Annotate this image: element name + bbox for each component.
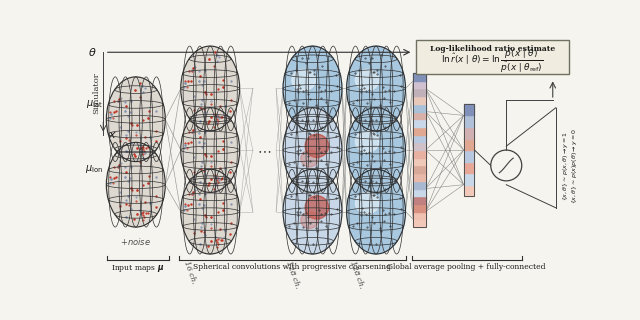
FancyBboxPatch shape (417, 40, 569, 74)
Text: $\cdots$: $\cdots$ (257, 143, 271, 157)
Bar (463, 185, 474, 196)
Bar (463, 173, 474, 185)
Text: $\mu_{\mathrm{lon}}$: $\mu_{\mathrm{lon}}$ (85, 163, 103, 175)
Ellipse shape (301, 212, 318, 228)
Ellipse shape (180, 169, 239, 254)
Ellipse shape (106, 142, 165, 227)
Bar (413, 188, 426, 196)
Text: Input maps $\boldsymbol{\mu}$: Input maps $\boldsymbol{\mu}$ (111, 263, 164, 274)
Text: $\theta$: $\theta$ (88, 46, 97, 58)
Text: 128 ch.: 128 ch. (285, 260, 302, 290)
Text: $\{x, \theta\} \sim p(x, \theta) \rightarrow y = 1$: $\{x, \theta\} \sim p(x, \theta) \righta… (561, 130, 570, 201)
Text: $\mathcal{L}_{\mathrm{BCE}}(\hat{s}, y)$: $\mathcal{L}_{\mathrm{BCE}}(\hat{s}, y)$ (524, 49, 570, 65)
Text: $\ln \hat{r}(x \mid \theta) = \ln \dfrac{\hat{p}(x \mid \theta)}{\hat{p}(x \mid : $\ln \hat{r}(x \mid \theta) = \ln \dfrac… (442, 47, 544, 75)
Text: $\{x, \theta\} \sim p(x)p(\theta) \rightarrow y = 0$: $\{x, \theta\} \sim p(x)p(\theta) \right… (570, 127, 579, 204)
Text: 16 ch.: 16 ch. (182, 260, 198, 285)
Bar (413, 112, 426, 119)
Bar (413, 73, 426, 227)
Bar (413, 181, 426, 188)
Bar (463, 162, 474, 173)
Ellipse shape (347, 108, 406, 192)
Ellipse shape (305, 196, 329, 219)
Ellipse shape (305, 134, 329, 157)
Text: Spherical convolutions with progressive coarsening: Spherical convolutions with progressive … (193, 263, 391, 271)
Ellipse shape (355, 193, 379, 214)
Bar (413, 165, 426, 173)
Ellipse shape (283, 108, 342, 192)
Bar (413, 158, 426, 165)
Ellipse shape (180, 46, 239, 131)
Ellipse shape (347, 46, 406, 131)
Ellipse shape (106, 77, 165, 162)
Bar (463, 150, 474, 162)
Text: Log-likelihood ratio estimate: Log-likelihood ratio estimate (430, 44, 556, 52)
Bar (413, 142, 426, 150)
Ellipse shape (283, 46, 342, 131)
Text: $+ noise$: $+ noise$ (120, 236, 151, 247)
Bar (413, 204, 426, 212)
Bar (413, 127, 426, 135)
Bar (463, 127, 474, 139)
Bar (413, 81, 426, 88)
Ellipse shape (355, 69, 379, 91)
Text: $\mu_{\mathrm{lat}}$: $\mu_{\mathrm{lat}}$ (86, 98, 103, 110)
Bar (413, 104, 426, 112)
Bar (413, 150, 426, 158)
Bar (413, 212, 426, 219)
Text: Global average pooling + fully-connected: Global average pooling + fully-connected (387, 263, 546, 271)
Text: $x$: $x$ (108, 130, 117, 140)
Bar (413, 219, 426, 227)
Bar (413, 135, 426, 142)
Text: Simulator: Simulator (92, 73, 100, 114)
Bar (413, 96, 426, 104)
Text: 128 ch.: 128 ch. (348, 260, 365, 290)
Bar (463, 139, 474, 150)
Ellipse shape (347, 169, 406, 254)
Ellipse shape (292, 69, 316, 91)
Ellipse shape (301, 150, 318, 167)
Bar (463, 116, 474, 127)
Ellipse shape (283, 169, 342, 254)
Ellipse shape (180, 108, 239, 192)
Bar (463, 104, 474, 196)
Bar (413, 88, 426, 96)
Bar (463, 104, 474, 116)
Bar (413, 119, 426, 127)
Ellipse shape (355, 131, 379, 152)
Bar (413, 73, 426, 81)
Bar (413, 173, 426, 181)
Bar (413, 196, 426, 204)
